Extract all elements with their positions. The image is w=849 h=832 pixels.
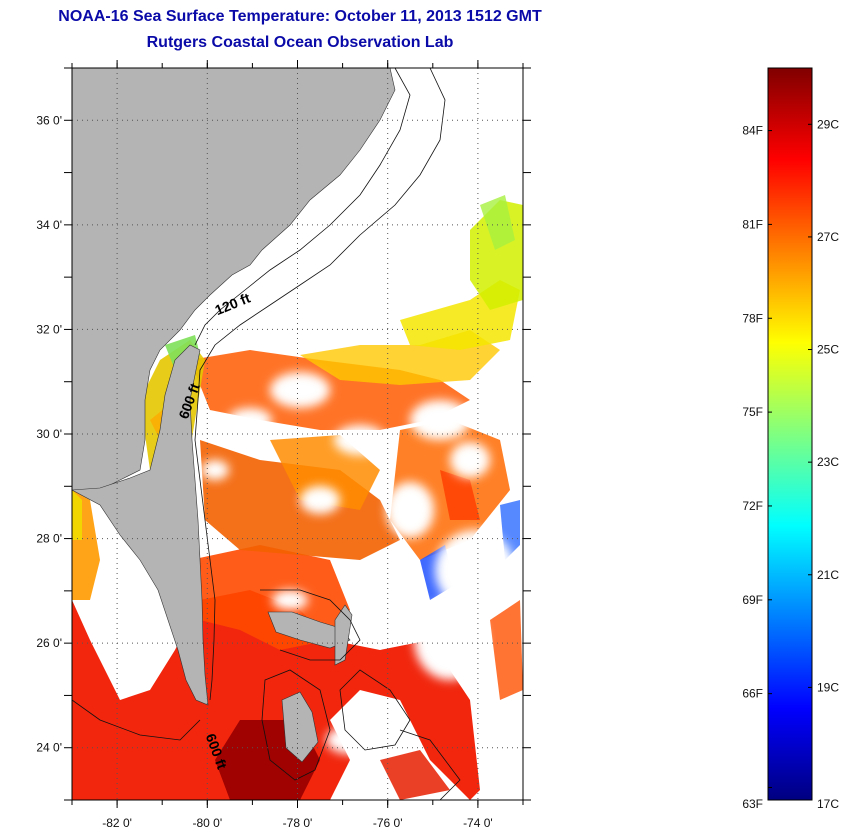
fahrenheit-tick-label: 75F	[742, 405, 763, 419]
florida-peninsula	[72, 344, 209, 706]
fahrenheit-tick-label: 63F	[742, 797, 763, 811]
no-data-areas	[116, 372, 515, 754]
celsius-tick-label: 21C	[817, 568, 839, 582]
eleuthera	[334, 604, 353, 666]
map-title: NOAA-16 Sea Surface Temperature: October…	[58, 8, 542, 25]
lon-tick-label: -74 0'	[463, 816, 493, 830]
lon-tick-label: -82 0'	[102, 816, 132, 830]
lat-tick-label: 24 0'	[36, 741, 62, 755]
map-frame	[71, 67, 524, 801]
fahrenheit-tick-label: 72F	[742, 499, 763, 513]
lon-tick-label: -80 0'	[192, 816, 222, 830]
lat-tick-label: 28 0'	[36, 532, 62, 546]
andros-island	[281, 691, 319, 763]
fahrenheit-tick-label: 66F	[742, 687, 763, 701]
celsius-tick-label: 17C	[817, 797, 839, 811]
depth-contours	[72, 68, 461, 800]
fahrenheit-ticks: 63F 66F 69F 72F 75F 78F 81F 84F	[742, 124, 772, 811]
lon-tick-label: -78 0'	[283, 816, 313, 830]
lat-tick-label: 26 0'	[36, 636, 62, 650]
celsius-tick-label: 29C	[817, 117, 839, 131]
land-masses	[72, 68, 396, 763]
lat-lon-grid	[72, 68, 523, 800]
celsius-tick-label: 25C	[817, 343, 839, 357]
map-subtitle: Rutgers Coastal Ocean Observation Lab	[146, 34, 454, 51]
fahrenheit-tick-label: 81F	[742, 217, 763, 231]
celsius-tick-label: 23C	[817, 455, 839, 469]
longitude-axis: -82 0' -80 0' -78 0' -76 0' -74 0'	[71, 60, 524, 830]
fahrenheit-tick-label: 69F	[742, 593, 763, 607]
latitude-axis: 24 0' 26 0' 28 0' 30 0' 32 0' 34 0' 36 0'	[36, 67, 531, 801]
fahrenheit-tick-label: 78F	[742, 311, 763, 325]
lat-tick-label: 34 0'	[36, 218, 62, 232]
lon-tick-label: -76 0'	[373, 816, 403, 830]
lat-tick-label: 32 0'	[36, 322, 62, 336]
colorbar-gradient	[767, 67, 813, 801]
grand-bahama	[267, 611, 351, 649]
lat-tick-label: 36 0'	[36, 113, 62, 127]
celsius-tick-label: 19C	[817, 680, 839, 694]
celsius-ticks: 17C 19C 21C 23C 25C 27C 29C	[808, 117, 839, 811]
fahrenheit-tick-label: 84F	[742, 124, 763, 138]
lat-tick-label: 30 0'	[36, 427, 62, 441]
us-mainland	[72, 68, 396, 496]
celsius-tick-label: 27C	[817, 230, 839, 244]
